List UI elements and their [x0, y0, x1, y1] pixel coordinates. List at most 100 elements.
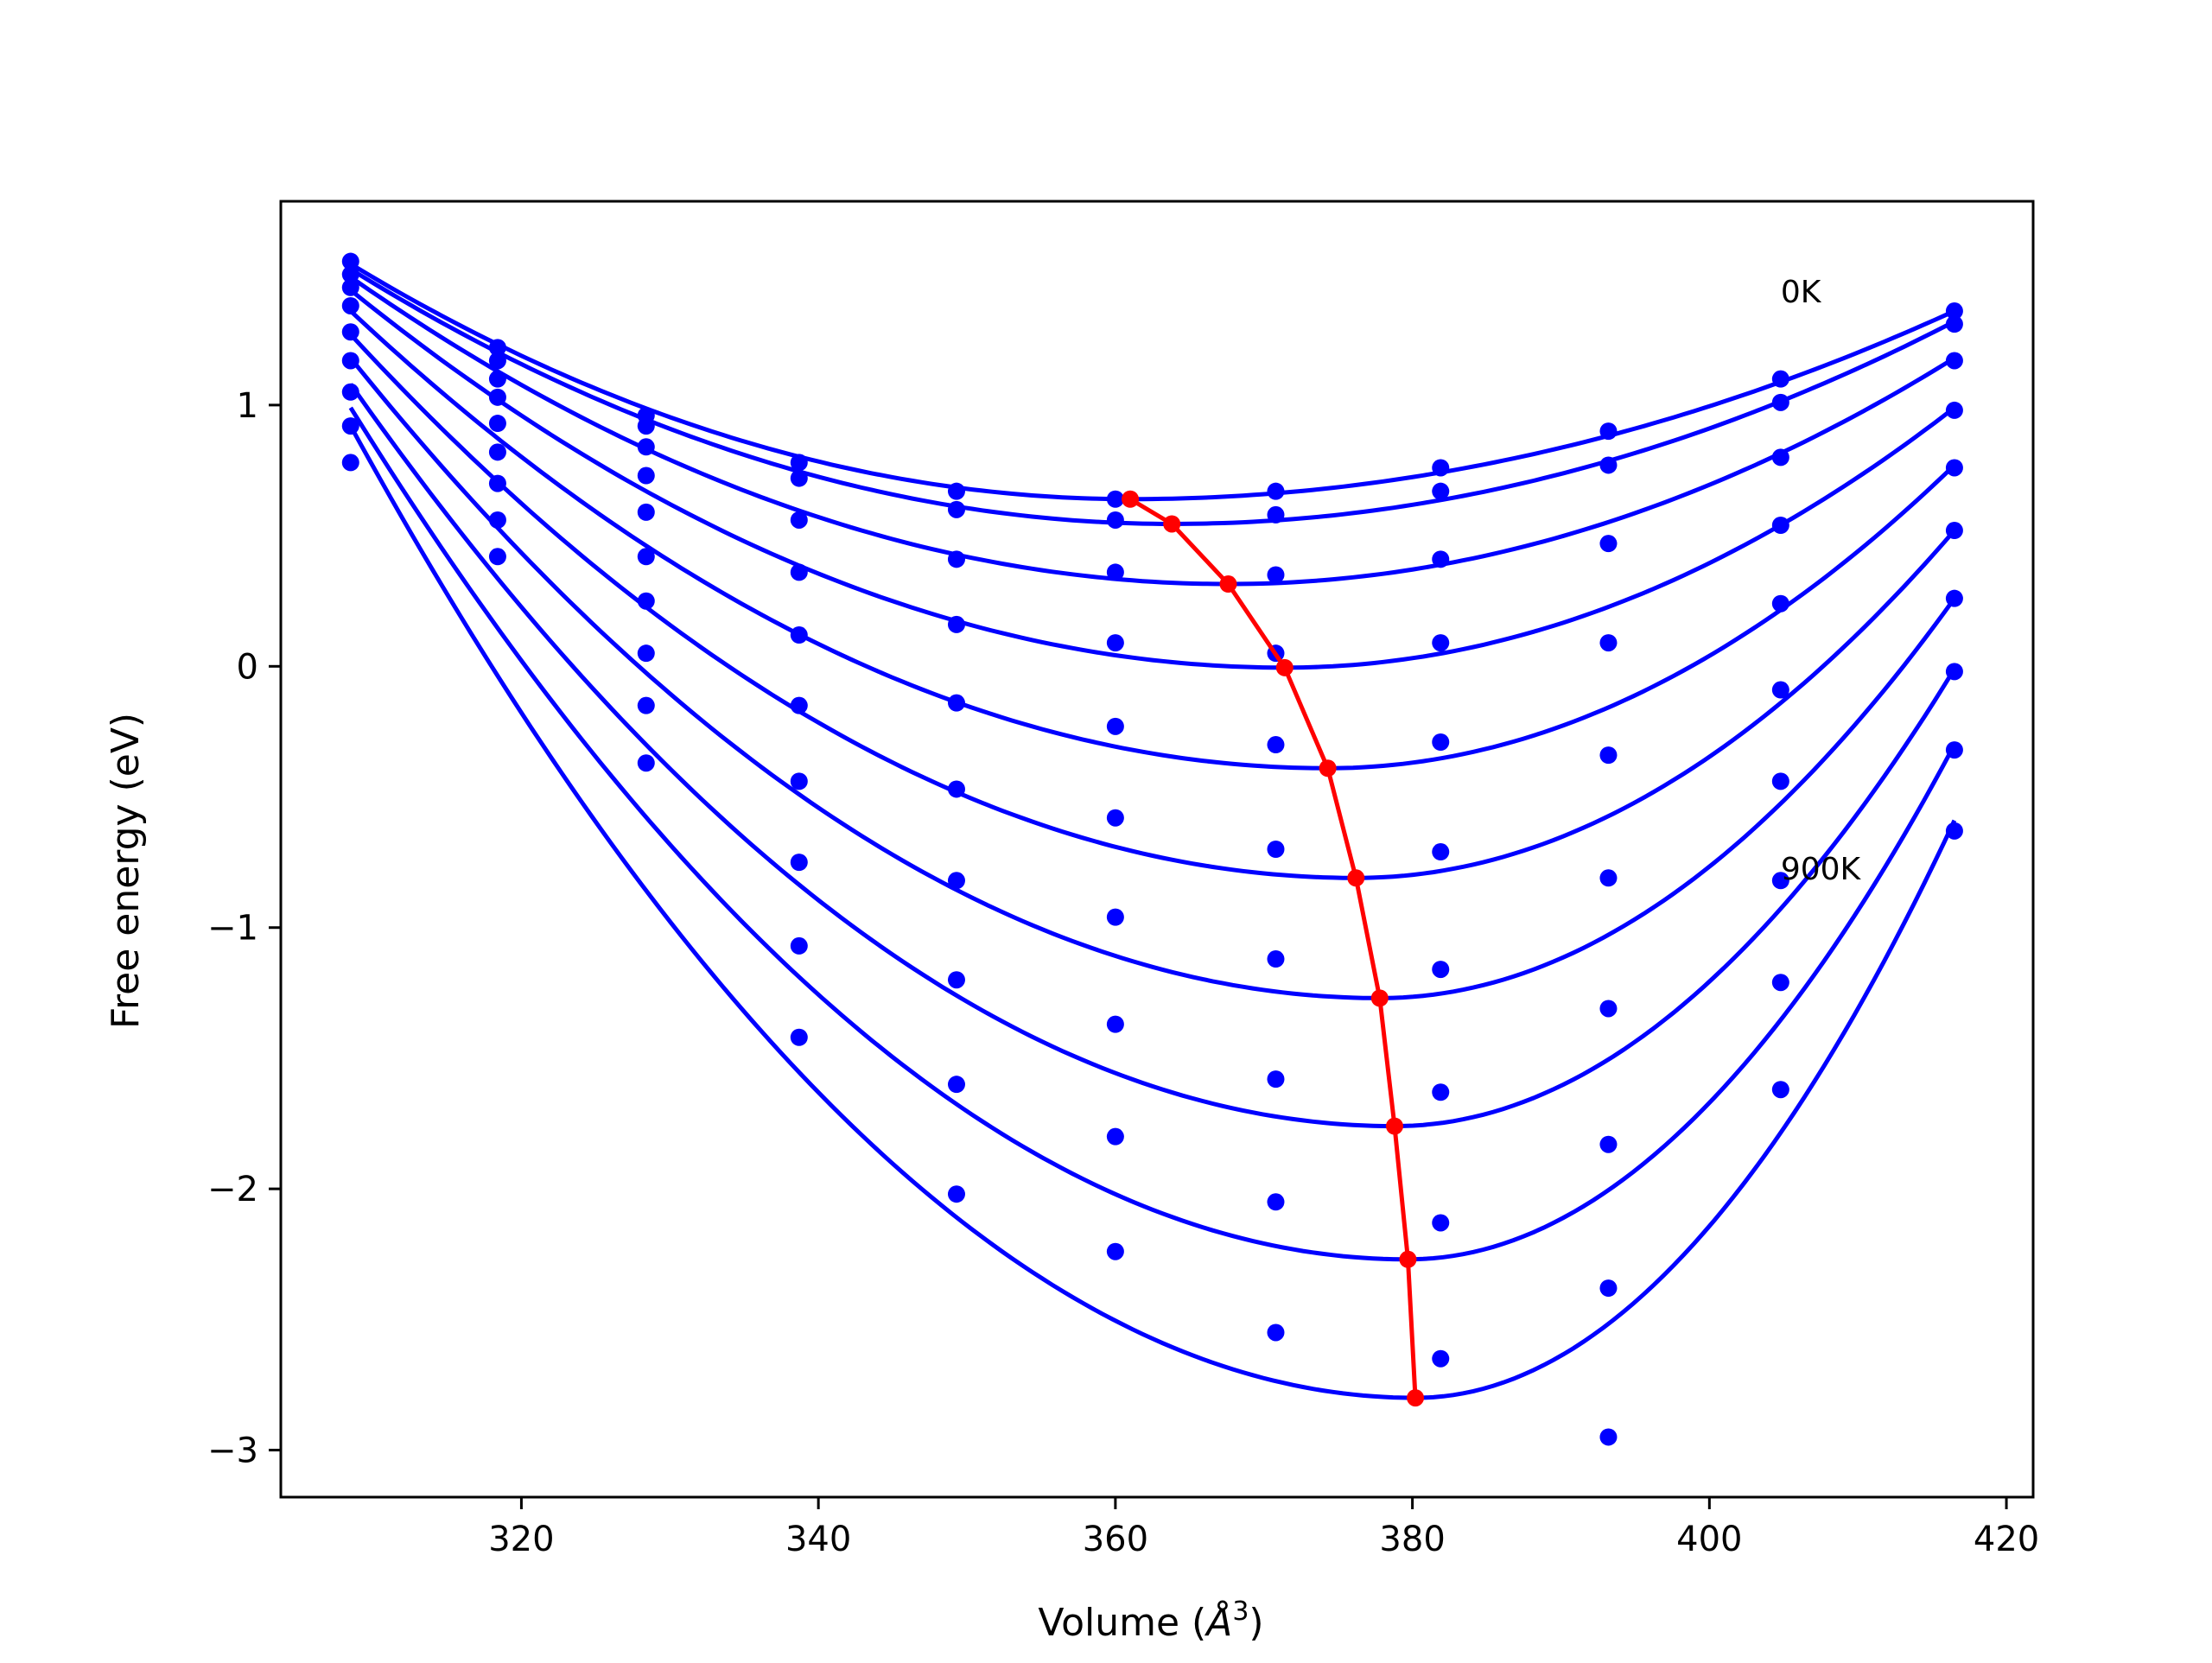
annotation-0: 0K [1781, 275, 1822, 310]
data-point-s6-2 [637, 592, 655, 610]
data-point-s5-1 [488, 443, 506, 461]
minimum-point-6 [1370, 989, 1389, 1007]
data-point-s7-7 [1432, 1083, 1450, 1101]
data-point-s1-8 [1599, 456, 1618, 474]
data-points [341, 252, 1963, 1446]
y-tick-label-3: −2 [207, 1170, 258, 1209]
fit-curve-4 [349, 309, 1956, 771]
data-point-s2-4 [947, 550, 965, 568]
data-point-s5-7 [1432, 843, 1450, 861]
data-point-s1-10 [1945, 315, 1963, 333]
data-point-s9-10 [1945, 822, 1963, 840]
data-point-s2-1 [488, 370, 506, 388]
data-point-s0-3 [790, 454, 808, 472]
data-point-s7-1 [488, 511, 506, 529]
data-point-s2-3 [790, 511, 808, 529]
data-point-s3-0 [341, 296, 359, 314]
data-point-s7-3 [790, 854, 808, 872]
data-point-s0-1 [488, 339, 506, 357]
data-point-s9-5 [1106, 1242, 1124, 1260]
minima-line [1122, 490, 1425, 1407]
data-point-s1-9 [1771, 393, 1789, 411]
data-point-s3-8 [1599, 634, 1618, 652]
annotation-1: 900K [1781, 852, 1862, 887]
y-tick-label-4: −3 [207, 1431, 258, 1471]
data-point-s8-6 [1267, 1193, 1285, 1211]
data-point-s2-7 [1432, 550, 1450, 568]
data-point-s8-2 [637, 696, 655, 714]
minimum-point-3 [1275, 658, 1294, 676]
fit-curve-8 [348, 406, 1957, 1262]
data-point-s9-3 [790, 1028, 808, 1046]
data-point-s9-6 [1267, 1323, 1285, 1342]
data-point-s9-8 [1599, 1428, 1618, 1446]
plot-frame [279, 200, 2035, 1499]
minimum-point-8 [1399, 1250, 1417, 1268]
data-point-s8-0 [341, 454, 359, 472]
data-point-s4-7 [1432, 733, 1450, 752]
data-point-s7-10 [1945, 663, 1963, 681]
minimum-point-4 [1319, 759, 1337, 778]
data-point-s6-9 [1771, 772, 1789, 790]
fit-curve-9 [348, 424, 1957, 1400]
data-point-s4-5 [1106, 717, 1124, 735]
x-axis-ticks: 320 340 360 380 400 420 [488, 1497, 2039, 1559]
x-axis-label: Volume (Å3) [1038, 1596, 1263, 1645]
minimum-point-0 [1122, 490, 1140, 508]
data-point-s7-2 [637, 644, 655, 663]
data-point-s6-4 [947, 872, 965, 890]
data-point-s1-1 [488, 352, 506, 370]
data-point-s9-2 [637, 754, 655, 772]
data-point-s4-10 [1945, 459, 1963, 477]
data-point-s3-4 [947, 615, 965, 633]
minimum-point-1 [1163, 515, 1181, 533]
data-point-s6-10 [1945, 589, 1963, 607]
data-point-s1-5 [1106, 511, 1124, 529]
y-axis-label: Free energy (eV) [104, 713, 148, 1029]
minimum-point-9 [1407, 1389, 1425, 1407]
data-point-s0-6 [1267, 482, 1285, 500]
data-point-s6-0 [341, 383, 359, 401]
x-tick-label-320: 320 [488, 1520, 554, 1559]
data-point-s4-4 [947, 694, 965, 712]
data-point-s8-8 [1599, 1279, 1618, 1298]
data-point-s2-8 [1599, 535, 1618, 553]
x-tick-label-400: 400 [1676, 1520, 1742, 1559]
fit-curve-1 [349, 267, 1956, 526]
x-tick-label-420: 420 [1974, 1520, 2039, 1559]
minimum-point-5 [1347, 869, 1365, 887]
annotations: 0K 900K [1781, 275, 1862, 887]
data-point-s7-4 [947, 971, 965, 989]
minimum-point-7 [1385, 1117, 1403, 1135]
fit-curve-5 [348, 333, 1956, 880]
data-point-s5-10 [1945, 522, 1963, 540]
data-point-s8-7 [1432, 1214, 1450, 1232]
fit-curve-7 [348, 383, 1957, 1129]
data-point-s0-8 [1599, 422, 1618, 441]
data-point-s9-4 [947, 1185, 965, 1203]
data-point-s5-0 [341, 352, 359, 370]
data-point-s5-6 [1267, 841, 1285, 858]
y-axis-ticks: 1 0 −1 −2 −3 [207, 386, 281, 1471]
data-point-s0-9 [1771, 370, 1789, 388]
data-point-s1-0 [341, 265, 359, 283]
data-point-s0-7 [1432, 459, 1450, 477]
data-point-s4-9 [1771, 594, 1789, 613]
data-point-s4-6 [1267, 736, 1285, 754]
data-point-s7-5 [1106, 1015, 1124, 1033]
data-point-s2-9 [1771, 448, 1789, 467]
minimum-point-2 [1219, 575, 1237, 593]
data-point-s3-10 [1945, 401, 1963, 419]
data-point-s8-10 [1945, 741, 1963, 759]
data-point-s7-6 [1267, 1070, 1285, 1089]
data-point-s3-3 [790, 563, 808, 581]
data-point-s2-10 [1945, 352, 1963, 370]
fit-curve-6 [348, 356, 1956, 1000]
x-tick-label-340: 340 [785, 1520, 851, 1559]
x-tick-label-360: 360 [1083, 1520, 1148, 1559]
fit-curve-2 [349, 275, 1956, 587]
data-point-s7-0 [341, 417, 359, 435]
data-point-s4-2 [637, 503, 655, 521]
data-point-s9-7 [1432, 1349, 1450, 1368]
